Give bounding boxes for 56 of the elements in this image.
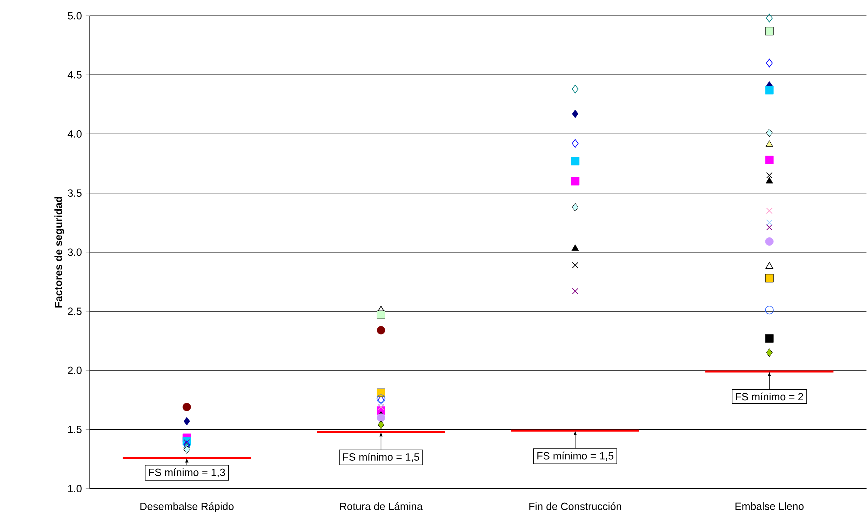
point xyxy=(572,85,579,94)
point xyxy=(766,224,773,231)
point xyxy=(572,244,580,252)
point xyxy=(571,177,580,186)
point xyxy=(572,110,579,118)
point xyxy=(766,348,773,358)
point xyxy=(184,440,190,446)
point xyxy=(766,177,774,184)
ref-line-label: FS mínimo = 2 xyxy=(736,392,804,401)
point xyxy=(765,238,774,246)
point xyxy=(765,86,774,95)
x-tick-label: Desembalse Rápido xyxy=(140,502,234,513)
point xyxy=(572,203,579,212)
point xyxy=(376,310,386,320)
point xyxy=(572,288,579,295)
point xyxy=(378,404,384,411)
point xyxy=(182,403,192,412)
point xyxy=(376,388,386,398)
point xyxy=(378,420,384,430)
y-tick-label: 3.5 xyxy=(68,190,82,198)
x-tick-label: Embalse Lleno xyxy=(736,502,804,510)
y-tick-label: 2.0 xyxy=(68,367,82,374)
ref-line-label: FS mínimo = 1,5 xyxy=(343,453,420,462)
y-tick-label: 3.0 xyxy=(68,248,82,256)
ref-line-label: FS mínimo = 1,3 xyxy=(149,468,226,478)
y-tick-label: 4.0 xyxy=(68,130,82,138)
point xyxy=(572,139,579,148)
point xyxy=(184,446,190,454)
y-axis-title: Factores de seguridad xyxy=(54,197,64,308)
point xyxy=(765,334,774,343)
point xyxy=(766,128,773,138)
point xyxy=(766,140,774,148)
point xyxy=(765,156,774,164)
point xyxy=(377,414,386,422)
point xyxy=(765,306,774,315)
point xyxy=(766,14,773,23)
point xyxy=(766,59,773,68)
point xyxy=(766,208,773,214)
point xyxy=(184,417,190,426)
point xyxy=(766,220,773,226)
x-tick-label: Fin de Construcción xyxy=(530,502,622,510)
y-tick-label: 2.5 xyxy=(68,308,82,316)
x-tick-label: Rotura de Lámina xyxy=(340,502,423,510)
point xyxy=(571,157,580,166)
point xyxy=(765,27,774,36)
point xyxy=(766,172,773,179)
ref-line-label: FS mínimo = 1,5 xyxy=(538,452,614,462)
y-tick-label: 1.5 xyxy=(68,426,82,434)
point xyxy=(766,262,774,270)
point xyxy=(572,262,579,269)
y-tick-label: 1.0 xyxy=(68,485,82,493)
point xyxy=(765,274,774,283)
point xyxy=(377,326,386,335)
point xyxy=(378,400,384,407)
y-tick-label: 4.5 xyxy=(68,72,82,79)
y-tick-label: 5.0 xyxy=(68,12,82,20)
